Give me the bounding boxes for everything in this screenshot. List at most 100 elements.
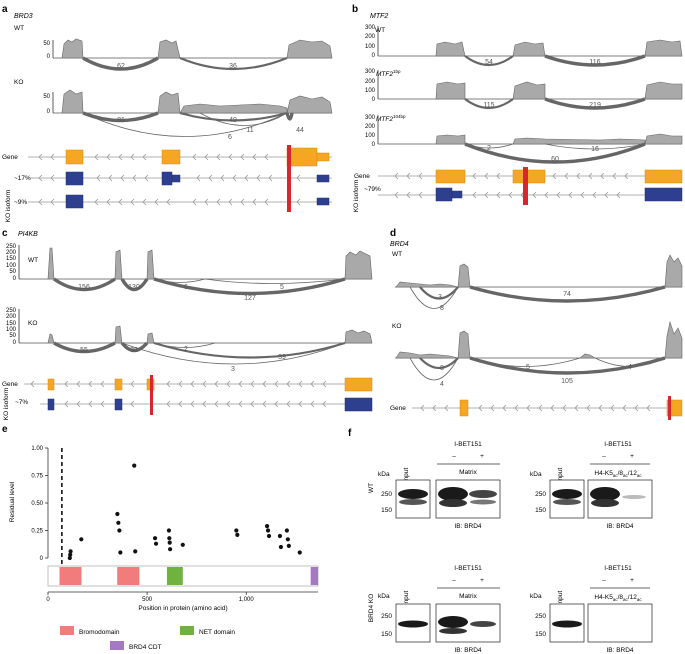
x-tick-label: 500 (142, 597, 153, 603)
panel-c-isoform-exon (344, 397, 373, 412)
panel-d-letter: d (390, 228, 396, 239)
panel-c-ko-exon-coverage (344, 329, 373, 344)
scatter-point (297, 550, 302, 555)
panel-b-tick-100: 100 (365, 44, 376, 50)
panel-a-wt-tick-50: 50 (43, 41, 50, 47)
wt-peptide-mw-150: 150 (535, 507, 546, 514)
panel-b-wt-exon-coverage (512, 41, 546, 57)
panel-b-1bp-exon-coverage (644, 81, 683, 100)
scatter-point (234, 528, 239, 533)
panel-c-gene-exon (344, 377, 373, 392)
panel-a-ko-isoform-label: KO isoform (5, 190, 12, 223)
panel-a-gene-exon-utr (316, 152, 330, 162)
panel-c-wt-label: WT (28, 257, 38, 264)
panel-c-ko-exon-coverage (47, 333, 55, 344)
panel-e: e Residual level 0 0.25 0.50 0.75 1.00 0 500 1… (2, 424, 319, 651)
ko-peptide-treatment: I-BET151 (604, 565, 632, 572)
panel-b-wt-junction-count: 54 (485, 59, 493, 66)
panel-b-isoform-exon (644, 187, 683, 202)
domain-net-domain (166, 567, 183, 585)
panel-c-ko-isoform-label: KO isoform (3, 388, 10, 421)
ko-matrix-label: Matrix (459, 593, 477, 600)
y-axis-ticks: 0 0.25 0.50 0.75 1.00 (31, 446, 48, 562)
ko-peptide-mw-150: 150 (535, 631, 546, 638)
panel-c-ko-junction-count: 2 (184, 346, 188, 353)
domain-brd4-cdt (310, 567, 318, 585)
y-tick-label: 1.00 (31, 446, 43, 452)
panel-b-104bp-junction (464, 142, 646, 164)
scatter-point (68, 549, 73, 554)
panel-c-isoform-chevrons (64, 400, 327, 408)
panel-d-wt-junction-count: 8 (440, 305, 444, 312)
panel-a-wt-exon-coverage (61, 38, 84, 59)
scatter-point (132, 463, 137, 468)
panel-c-tick: 50 (9, 333, 16, 339)
panel-b-tick-200: 200 (365, 34, 376, 40)
panel-d-cut-site (668, 396, 671, 420)
panel-c-tick: 250 (6, 308, 17, 314)
panel-b-104bp-exon-coverage (644, 133, 683, 145)
panel-c-ko-junction-count: 39 (278, 354, 286, 361)
scatter-point (277, 533, 283, 539)
ko-matrix-ib: IB: BRD4 (454, 647, 481, 654)
wt-matrix-mw-150: 150 (381, 507, 392, 514)
wt-row-label: WT (368, 483, 375, 493)
scatter-point (133, 549, 138, 554)
panel-a-ko-junction-count: 81 (117, 117, 125, 124)
scatter-point (180, 542, 185, 547)
scatter-point (117, 528, 122, 533)
panel-a-ko-junction-count: 6 (228, 134, 232, 141)
panel-a-ko-junction (179, 111, 288, 122)
y-tick-label: 0.50 (31, 501, 43, 507)
legend-bromodomain: Bromodomain (79, 629, 120, 636)
scatter-point (265, 528, 271, 533)
panel-d-wt-junction-count: 74 (563, 291, 571, 298)
panel-c-isoform-exon (114, 398, 123, 411)
scatter-point (278, 544, 284, 550)
panel-a-ko-junction (82, 111, 159, 123)
panel-c-tick: 0 (13, 276, 17, 282)
wt-matrix-input-blot (395, 479, 431, 519)
y-tick-label: 0.75 (31, 474, 43, 480)
panel-b-cut-site (523, 167, 528, 205)
panel-a: a BRD3 WT 50 0 62 36 KO 50 0 81 49 11 6 … (2, 4, 333, 223)
panel-b-isoform-pct: ~79% (364, 186, 381, 193)
panel-d-gene-label: Gene (390, 405, 406, 412)
panel-b-1bp-junction (544, 97, 646, 110)
panel-d-ko-junction-count: 5 (526, 364, 530, 371)
ko-matrix-input-band (398, 620, 428, 628)
panel-c-tick: 100 (6, 263, 17, 269)
wt-peptide-treatment: I-BET151 (604, 441, 632, 448)
panel-a-isoform-exon (65, 171, 84, 186)
panel-a-isoform-exon-utr (171, 174, 181, 183)
panel-a-letter: a (2, 4, 8, 15)
panel-b-gene-chevrons (394, 172, 629, 180)
panel-b-104bp-junction-count: 16 (591, 146, 599, 153)
scatter-point (168, 547, 173, 552)
scatter-point (266, 533, 272, 539)
panel-c-ko-exon-coverage (146, 332, 155, 344)
panel-b-tick-300: 300 (365, 25, 376, 31)
panel-b-gene: MTF2 (370, 13, 388, 20)
panel-c-ko-junction (53, 341, 116, 354)
scatter-points (67, 463, 302, 561)
panel-c-ko-junction (121, 342, 346, 365)
scatter-point (167, 536, 172, 541)
panel-c: c PI4KB 250 200 150 100 50 0 WT 156 130 … (2, 228, 373, 421)
domain-bromodomain (59, 567, 82, 585)
panel-c-tick: 250 (6, 244, 17, 250)
panel-c-tick: 100 (6, 327, 17, 333)
panel-d-wt-junction (469, 285, 666, 303)
ko-peptide-ib: IB: BRD4 (606, 647, 633, 654)
panel-a-ko-junction-count: 49 (229, 117, 237, 124)
panel-b-1bp-junction-count: 219 (589, 102, 601, 109)
panel-b-tick-0: 0 (372, 142, 376, 148)
panel-d-ko-label: KO (392, 323, 401, 330)
panel-c-gene: PI4KB (18, 231, 38, 238)
panel-c-gene-label: Gene (2, 381, 18, 388)
panel-b-1bp-exon-coverage (435, 81, 466, 100)
panel-c-wt-junction (204, 278, 346, 284)
panel-b-wt-exon-coverage (435, 41, 466, 57)
x-tick-label: 1,000 (239, 597, 255, 603)
legend-swatch-bromodomain (60, 626, 74, 635)
